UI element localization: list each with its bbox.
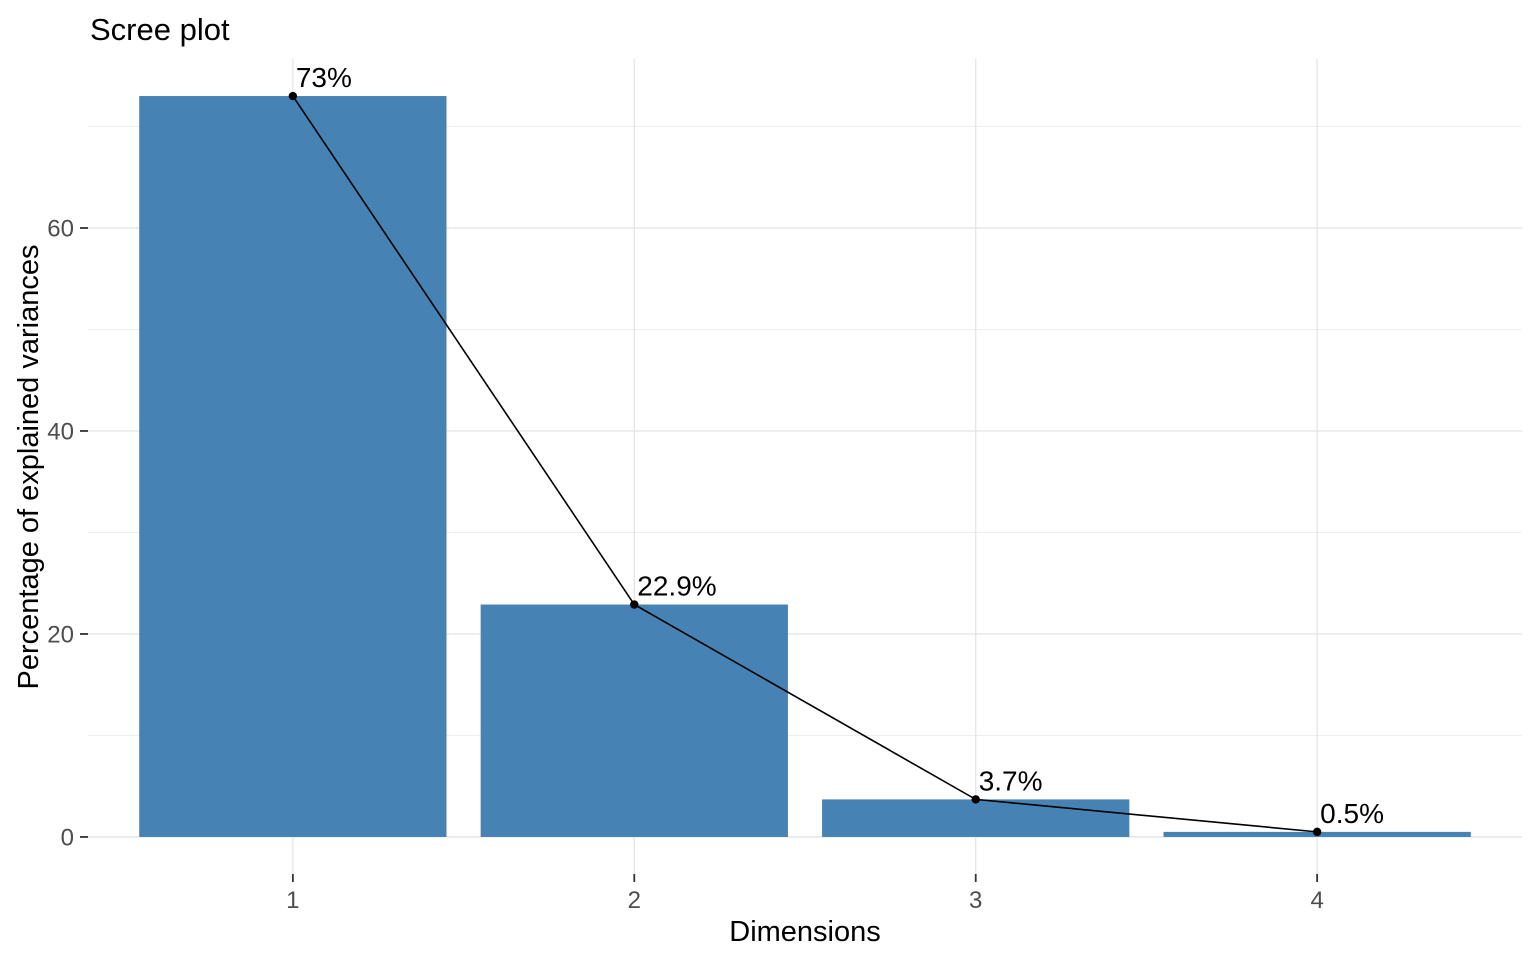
variance-line <box>292 95 1318 833</box>
x-tick-label: 2 <box>628 887 641 914</box>
variance-point <box>1312 827 1322 837</box>
variance-point <box>971 795 980 804</box>
x-tick-label: 4 <box>1310 887 1323 914</box>
variance-points <box>288 91 1322 837</box>
point-label: 73% <box>296 62 352 93</box>
variance-bar <box>139 96 447 837</box>
x-axis-title: Dimensions <box>729 916 881 948</box>
x-tick-label: 3 <box>969 887 982 914</box>
variance-bar <box>822 799 1130 837</box>
x-tick-label: 1 <box>286 887 299 914</box>
variance-point <box>630 600 639 609</box>
point-label: 3.7% <box>979 765 1043 796</box>
variance-bar <box>480 604 788 837</box>
y-tick-label: 40 <box>47 418 74 445</box>
variance-polyline <box>292 95 1318 833</box>
axis-tick-labels: 0 20 40 60 1 2 3 4 <box>47 215 1324 914</box>
point-label: 0.5% <box>1320 798 1384 829</box>
y-axis-title: Percentage of explained variances <box>13 245 45 690</box>
data-point-labels: 73% 22.9% 3.7% 0.5% <box>296 62 1384 829</box>
y-tick-label: 60 <box>47 215 74 242</box>
y-tick-label: 0 <box>61 824 74 851</box>
variance-bars <box>139 96 1471 837</box>
variance-point <box>288 91 298 101</box>
y-tick-label: 20 <box>47 621 74 648</box>
point-label: 22.9% <box>637 571 716 602</box>
axis-ticks <box>80 227 1319 882</box>
chart-title: Scree plot <box>90 12 230 47</box>
